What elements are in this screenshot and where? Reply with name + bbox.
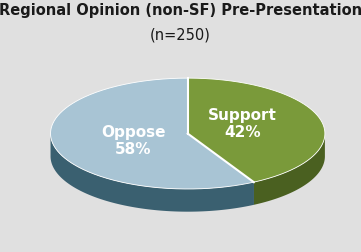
Polygon shape <box>254 134 325 205</box>
Polygon shape <box>188 78 325 182</box>
Text: Oppose
58%: Oppose 58% <box>101 124 165 157</box>
Polygon shape <box>188 134 254 205</box>
Text: Regional Opinion (non-SF) Pre-Presentation: Regional Opinion (non-SF) Pre-Presentati… <box>0 3 361 18</box>
Text: Support
42%: Support 42% <box>208 108 277 140</box>
Polygon shape <box>51 134 254 212</box>
Text: (n=250): (n=250) <box>150 28 211 43</box>
Polygon shape <box>51 78 254 189</box>
